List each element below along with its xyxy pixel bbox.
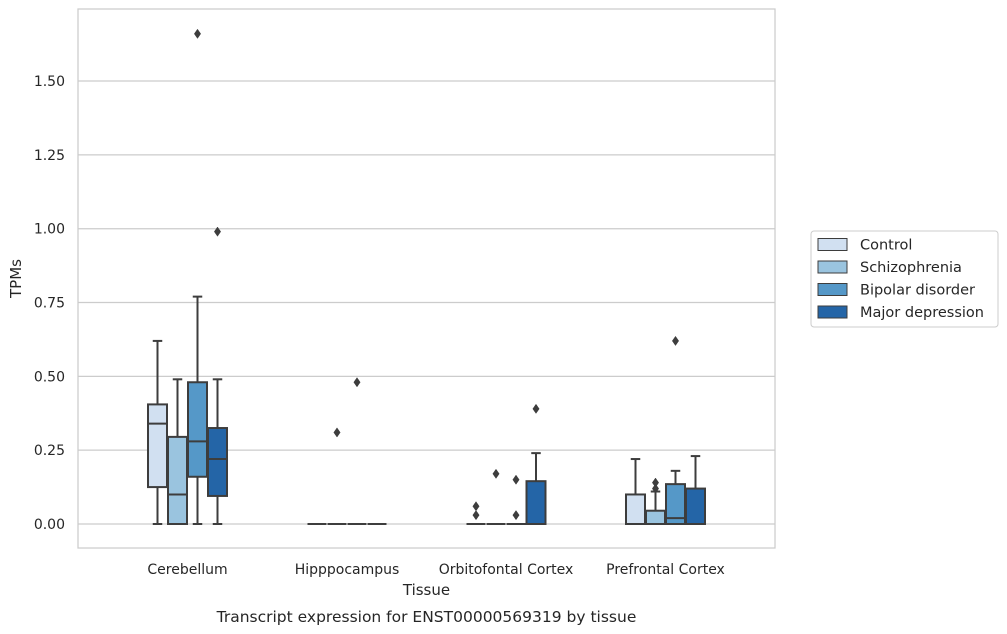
legend-swatch bbox=[817, 238, 848, 251]
box-plot bbox=[327, 427, 347, 525]
box-plot bbox=[486, 468, 506, 525]
outlier-point bbox=[193, 28, 202, 39]
x-tick-label: Cerebellum bbox=[147, 562, 227, 578]
y-tick-label: 1.50 bbox=[34, 74, 65, 90]
box-plot bbox=[167, 378, 188, 526]
box bbox=[645, 509, 666, 525]
outlier-point bbox=[532, 403, 540, 414]
box-plot bbox=[525, 403, 547, 525]
box-plot bbox=[466, 501, 486, 525]
outlier-point bbox=[671, 335, 680, 346]
box-plot bbox=[645, 477, 666, 525]
box bbox=[147, 403, 168, 489]
chart-caption: Transcript expression for ENST0000056931… bbox=[216, 608, 637, 626]
y-axis-label: TPMs bbox=[7, 259, 25, 299]
box bbox=[685, 487, 706, 525]
y-tick-label: 1.00 bbox=[34, 222, 65, 238]
box-plot bbox=[347, 377, 367, 525]
y-tick-label: 0.00 bbox=[34, 517, 65, 533]
legend-label: Schizophrenia bbox=[860, 260, 962, 276]
box-plot bbox=[625, 458, 646, 526]
box-plot bbox=[506, 474, 526, 525]
box-plot bbox=[187, 28, 208, 525]
outlier-point bbox=[492, 468, 500, 479]
y-tick-label: 0.50 bbox=[34, 369, 65, 385]
box-plot bbox=[665, 335, 686, 525]
box bbox=[525, 480, 547, 525]
box-plot bbox=[685, 455, 706, 525]
legend-label: Bipolar disorder bbox=[860, 283, 975, 299]
box bbox=[167, 435, 188, 526]
box bbox=[207, 427, 228, 497]
y-axis-ticks: 0.00 0.25 0.50 0.75 1.00 1.25 1.50 bbox=[34, 74, 65, 533]
outlier-point bbox=[512, 510, 520, 521]
legend-label: Control bbox=[860, 238, 912, 254]
legend-frame bbox=[810, 230, 999, 328]
x-tick-label: Prefrontal Cortex bbox=[606, 562, 725, 578]
legend-swatch bbox=[817, 260, 848, 274]
plot-area-frame bbox=[77, 8, 776, 549]
outlier-point bbox=[353, 377, 361, 388]
box-plot bbox=[147, 339, 168, 525]
box bbox=[187, 381, 208, 478]
box-plot-marks bbox=[147, 28, 706, 526]
y-tick-label: 1.25 bbox=[34, 148, 65, 164]
outlier-point bbox=[472, 501, 480, 512]
legend-swatch bbox=[817, 305, 848, 319]
legend-swatch bbox=[817, 283, 848, 296]
box-plot bbox=[207, 226, 228, 525]
x-axis-label: Tissue bbox=[402, 581, 450, 599]
y-tick-label: 0.25 bbox=[34, 443, 65, 459]
outlier-point bbox=[213, 226, 222, 237]
outlier-point bbox=[472, 510, 480, 521]
y-tick-label: 0.75 bbox=[34, 296, 65, 312]
legend: Control Schizophrenia Bipolar disorder Majo… bbox=[810, 230, 999, 328]
outlier-point bbox=[512, 474, 520, 485]
legend-label: Major depression bbox=[860, 305, 984, 321]
x-axis-ticks: Cerebellum Hipppocampus Orbitofontal Corte… bbox=[147, 562, 724, 578]
outlier-point bbox=[651, 477, 660, 488]
x-tick-label: Orbitofontal Cortex bbox=[439, 562, 574, 578]
box bbox=[625, 493, 646, 526]
legend-items: Control Schizophrenia Bipolar disorder Majo… bbox=[817, 238, 984, 321]
outlier-point bbox=[333, 427, 341, 438]
outlier-point bbox=[651, 483, 660, 494]
x-tick-label: Hipppocampus bbox=[295, 562, 400, 578]
